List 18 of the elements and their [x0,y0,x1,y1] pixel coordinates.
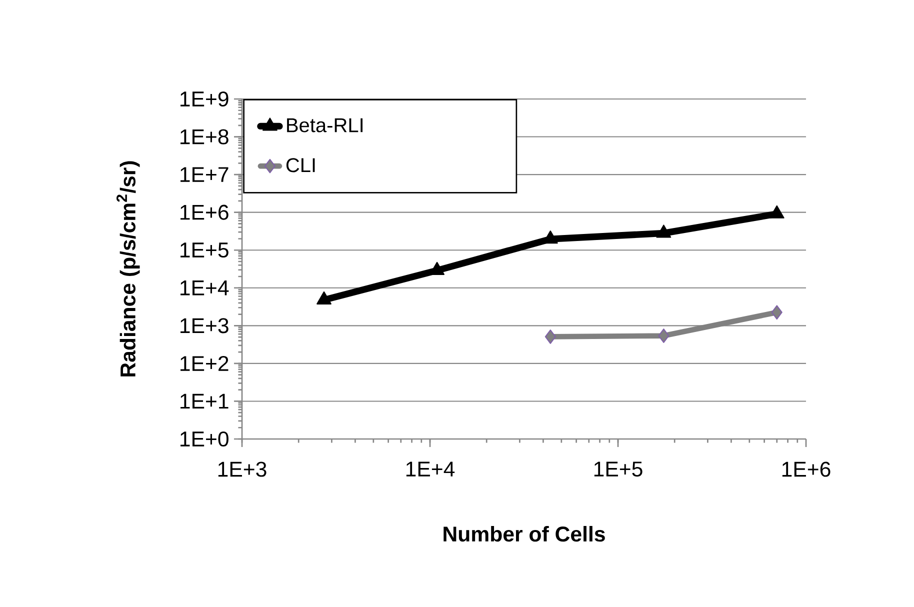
x-tick-label: 1E+6 [782,462,830,477]
y-tick-label: 1E+5 [180,242,228,258]
legend-label: CLI [286,158,315,172]
x-tick-label: 1E+5 [594,462,642,477]
y-tick-label: 1E+0 [180,431,228,447]
y-tick-label: 1E+1 [180,394,228,409]
x-axis-title: Number of Cells [444,526,605,542]
x-tick-label: 1E+3 [218,462,266,477]
y-tick-label: 1E+8 [180,129,228,144]
x-tick-label: 1E+4 [406,462,455,476]
y-tick-label: 1E+4 [180,280,229,296]
y-tick-label: 1E+2 [180,356,228,371]
y-tick-label: 1E+6 [180,204,228,220]
y-tick-label: 1E+7 [180,167,228,182]
legend-label: Beta-RLI [287,118,362,132]
y-axis-title: Radiance (p/s/cm$^{2}$/sr) [116,161,140,376]
y-tick-label: 1E+9 [180,91,228,107]
y-tick-label: 1E+3 [180,318,228,334]
